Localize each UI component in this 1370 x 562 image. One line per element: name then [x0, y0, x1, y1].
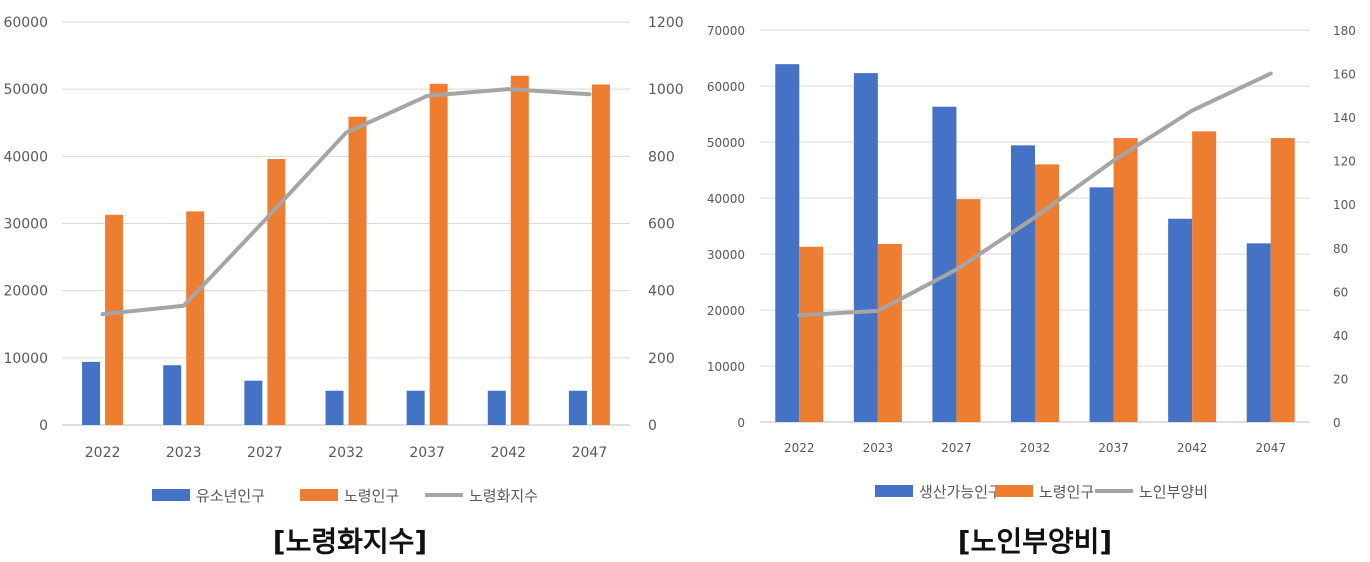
legend-swatch — [995, 485, 1033, 497]
category-label: 2023 — [166, 445, 202, 461]
left-tick-label: 60000 — [707, 80, 745, 94]
left-tick-label: 30000 — [707, 248, 745, 262]
right-tick-label: 800 — [648, 149, 675, 165]
left-tick-label: 20000 — [707, 304, 745, 318]
series-line — [100, 87, 592, 317]
bar-blue — [1168, 218, 1193, 422]
right-tick-label: 100 — [1333, 198, 1356, 212]
caption-old-age-dependency: [노인부양비] — [957, 525, 1113, 558]
bar-blue — [487, 390, 506, 425]
bar-orange — [1270, 138, 1295, 422]
legend-item: 노령화지수 — [425, 487, 538, 505]
right-tick-label: 0 — [1333, 416, 1341, 430]
legend-label: 생산가능인구 — [919, 483, 1002, 501]
bar-orange — [799, 246, 824, 422]
category-label: 2047 — [572, 445, 608, 461]
legend-item: 생산가능인구 — [875, 483, 1002, 501]
right-tick-label: 200 — [648, 351, 675, 367]
category-label: 2042 — [490, 445, 526, 461]
bar-orange — [1113, 138, 1138, 422]
left-tick-label: 40000 — [3, 149, 48, 165]
left-tick-label: 60000 — [3, 15, 48, 31]
bar-orange — [877, 243, 902, 422]
right-tick-label: 60 — [1333, 285, 1348, 299]
bar-blue — [406, 390, 425, 425]
bar-orange — [105, 214, 124, 425]
legend-item: 노인부양비 — [1095, 483, 1208, 501]
caption-aging-index: [노령화지수] — [272, 525, 428, 558]
right-tick-label: 20 — [1333, 372, 1348, 386]
bar-orange — [267, 159, 286, 425]
right-tick-label: 400 — [648, 284, 675, 300]
legend-label: 노령인구 — [1039, 483, 1094, 501]
left-tick-label: 10000 — [707, 360, 745, 374]
category-label: 2042 — [1177, 441, 1208, 455]
category-label: 2022 — [85, 445, 121, 461]
bar-blue — [163, 365, 182, 425]
left-tick-label: 10000 — [3, 351, 48, 367]
right-tick-label: 0 — [648, 418, 657, 434]
category-label: 2027 — [941, 441, 972, 455]
bar-orange — [1192, 131, 1217, 423]
right-tick-label: 180 — [1333, 24, 1356, 38]
aging-index-chart: 0 10000 20000 30000 40000 50000 60000 0 200 400 60… — [3, 15, 684, 505]
bar-orange — [510, 75, 529, 425]
bar-blue — [853, 73, 878, 423]
old-age-dependency-chart: 0100002000030000400005000060000700000204… — [707, 24, 1356, 501]
bar-blue — [1246, 243, 1271, 422]
bar-blue — [82, 361, 101, 425]
legend-label: 노령화지수 — [469, 487, 538, 505]
category-label: 2022 — [784, 441, 815, 455]
right-tick-label: 120 — [1333, 155, 1356, 169]
left-tick-label: 40000 — [707, 192, 745, 206]
category-label: 2047 — [1255, 441, 1286, 455]
right-tick-label: 600 — [648, 217, 675, 233]
legend-swatch — [300, 489, 338, 501]
legend-item: 노령인구 — [300, 487, 399, 505]
left-tick-label: 70000 — [707, 24, 745, 38]
left-tick-label: 50000 — [707, 136, 745, 150]
series-line — [797, 71, 1273, 318]
bar-orange — [429, 83, 448, 425]
legend-item: 유소년인구 — [152, 487, 265, 505]
bar-blue — [1011, 145, 1035, 423]
legend-item: 노령인구 — [995, 483, 1094, 501]
right-tick-label: 140 — [1333, 111, 1356, 125]
left-tick-label: 0 — [39, 418, 48, 434]
bar-blue — [775, 64, 800, 422]
right-tick-label: 1200 — [648, 15, 684, 31]
legend-swatch — [875, 485, 913, 497]
bar-orange — [591, 84, 610, 425]
bar-orange — [186, 211, 205, 425]
right-tick-label: 80 — [1333, 242, 1348, 256]
bar-blue — [568, 390, 587, 425]
category-label: 2027 — [247, 445, 283, 461]
category-label: 2032 — [328, 445, 364, 461]
bar-blue — [325, 390, 344, 425]
legend-label: 유소년인구 — [196, 487, 265, 505]
left-tick-label: 50000 — [3, 82, 48, 98]
category-label: 2023 — [863, 441, 894, 455]
right-tick-label: 160 — [1333, 68, 1356, 82]
left-tick-label: 0 — [737, 416, 745, 430]
bar-blue — [244, 380, 263, 425]
right-tick-label: 40 — [1333, 329, 1348, 343]
category-label: 2037 — [1098, 441, 1129, 455]
left-tick-label: 30000 — [3, 217, 48, 233]
category-label: 2032 — [1020, 441, 1051, 455]
left-tick-label: 20000 — [3, 284, 48, 300]
legend-label: 노령인구 — [344, 487, 399, 505]
category-label: 2037 — [409, 445, 445, 461]
bar-orange — [956, 199, 981, 422]
bar-blue — [932, 106, 957, 422]
bar-blue — [1089, 187, 1114, 422]
legend-swatch — [152, 489, 190, 501]
legend-label: 노인부양비 — [1139, 483, 1208, 501]
bar-orange — [348, 116, 367, 425]
right-tick-label: 1000 — [648, 82, 684, 98]
